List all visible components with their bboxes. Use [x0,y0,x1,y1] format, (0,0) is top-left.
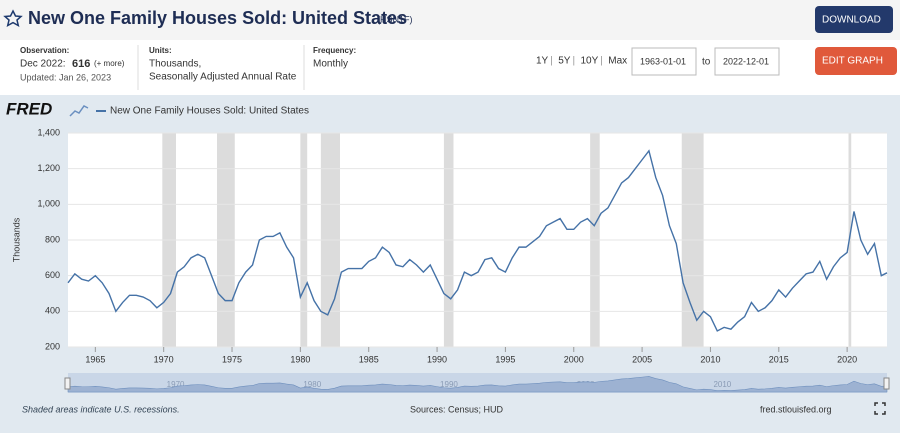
start-date: 1963-01-01 [640,56,686,66]
navigator-tick-label: 1980 [303,380,321,389]
star-icon[interactable] [3,9,23,27]
download-label: DOWNLOAD [822,15,881,26]
updated: Updated: Jan 26, 2023 [20,72,111,82]
x-tick-label: 1990 [427,354,447,364]
y-tick-label: 200 [45,341,60,351]
end-date-input[interactable] [714,47,780,76]
navigator-handle [883,377,890,390]
navigator-tick-label: 1970 [167,380,185,389]
units-1: Thousands, [149,59,201,70]
to-label: to [702,57,711,68]
navigator-tick-label: 1990 [440,380,458,389]
observation-date: Dec 2022: [20,59,66,70]
range-button[interactable]: Max [608,56,627,67]
x-tick-label: 2020 [837,354,857,364]
frequency-label: Frequency: [313,46,356,55]
navigator-handle [64,377,71,390]
x-tick-label: 1980 [290,354,310,364]
x-tick-label: 1970 [154,354,174,364]
x-tick-label: 1985 [359,354,379,364]
site: fred.stlouisfed.org [760,404,832,414]
x-tick-label: 1995 [495,354,515,364]
edit-graph-button[interactable] [815,47,897,75]
y-axis-label: Thousands [11,217,21,262]
recession-note: Shaded areas indicate U.S. recessions. [22,404,180,414]
fred-logo: FRED [6,99,52,118]
series-line [67,149,888,332]
x-tick-label: 2005 [632,354,652,364]
fullscreen-icon[interactable] [874,402,886,415]
logo-icon [69,105,89,117]
download-button[interactable] [815,6,893,33]
title: New One Family Houses Sold: United State… [28,8,407,28]
x-tick-label: 2010 [700,354,720,364]
x-tick-label: 2015 [769,354,789,364]
y-tick-label: 1,400 [37,127,60,137]
more-link[interactable]: (+ more) [94,59,125,68]
y-tick-label: 1,000 [37,199,60,209]
observation-label: Observation: [20,46,69,55]
frequency: Monthly [313,59,348,70]
y-tick-label: 1,200 [37,163,60,173]
navigator-area [67,376,888,393]
range-sep: | [550,56,553,67]
range-sep: | [600,56,603,67]
units-2: Seasonally Adjusted Annual Rate [149,72,297,83]
legend-label: New One Family Houses Sold: United State… [110,106,309,117]
series-id: (HSN1F) [377,14,413,24]
units-label: Units: [149,46,172,55]
range-button[interactable]: 10Y [580,56,598,67]
navigator-tick-label: 2010 [713,380,731,389]
y-tick-label: 600 [45,270,60,280]
range-button[interactable]: 5Y [558,56,571,67]
range-sep: | [572,56,575,67]
end-date: 2022-12-01 [723,56,769,66]
title-bar [0,0,900,40]
range-button[interactable]: 1Y [536,56,549,67]
x-tick-label: 1975 [222,354,242,364]
observation-value: 616 [72,58,90,70]
x-tick-label: 1965 [85,354,105,364]
y-tick-label: 800 [45,234,60,244]
x-tick-label: 2000 [564,354,584,364]
edit-graph-label: EDIT GRAPH [822,56,883,67]
sources: Sources: Census; HUD [410,404,504,414]
y-tick-label: 400 [45,306,60,316]
start-date-input[interactable] [631,47,697,76]
